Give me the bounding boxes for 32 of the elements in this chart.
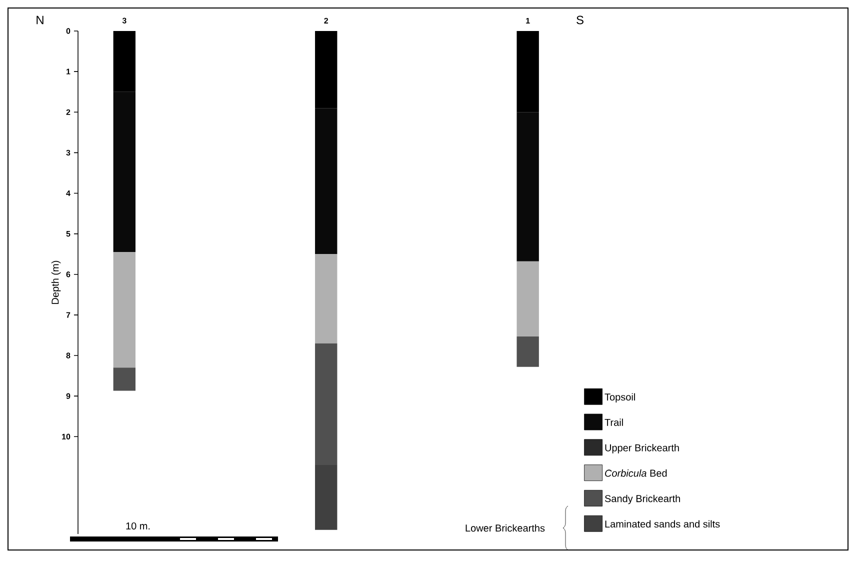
legend-label: Corbicula Bed [605, 469, 667, 477]
y-tick-label: 8 [66, 352, 70, 358]
y-axis-title: Depth (m) [51, 260, 61, 304]
bar [315, 465, 338, 530]
legend-label: Trail [604, 418, 623, 426]
annotation: Lower Brickearths [466, 524, 545, 532]
y-tick-label: 1 [66, 68, 70, 74]
bar [113, 368, 136, 391]
bar [113, 252, 136, 368]
y-tick-label: 4 [66, 190, 70, 196]
bar [516, 336, 539, 367]
y-tick-label: 10 [62, 434, 70, 440]
y-tick-label: 6 [66, 272, 70, 278]
legend-label: Laminated sands and silts [605, 520, 720, 528]
bar [315, 254, 338, 344]
x-tick-label: 3 [122, 18, 126, 24]
text: N [36, 16, 44, 24]
y-tick-label: 0 [66, 28, 70, 34]
bar [315, 343, 338, 466]
y-tick-label: 9 [66, 393, 70, 399]
y-tick-label: 5 [66, 231, 70, 237]
y-tick-label: 2 [66, 109, 70, 115]
x-tick-label: 2 [324, 18, 328, 24]
legend-label: Topsoil [604, 393, 635, 403]
annotation: 10 m. [126, 522, 150, 530]
text: S [576, 16, 584, 24]
y-tick-label: 3 [66, 150, 70, 156]
x-tick-label: 1 [526, 18, 530, 24]
bar [516, 261, 539, 336]
legend-label: Upper Brickearth [605, 444, 679, 454]
y-tick-label: 7 [66, 312, 70, 318]
legend-label: Sandy Brickearth [604, 494, 680, 504]
